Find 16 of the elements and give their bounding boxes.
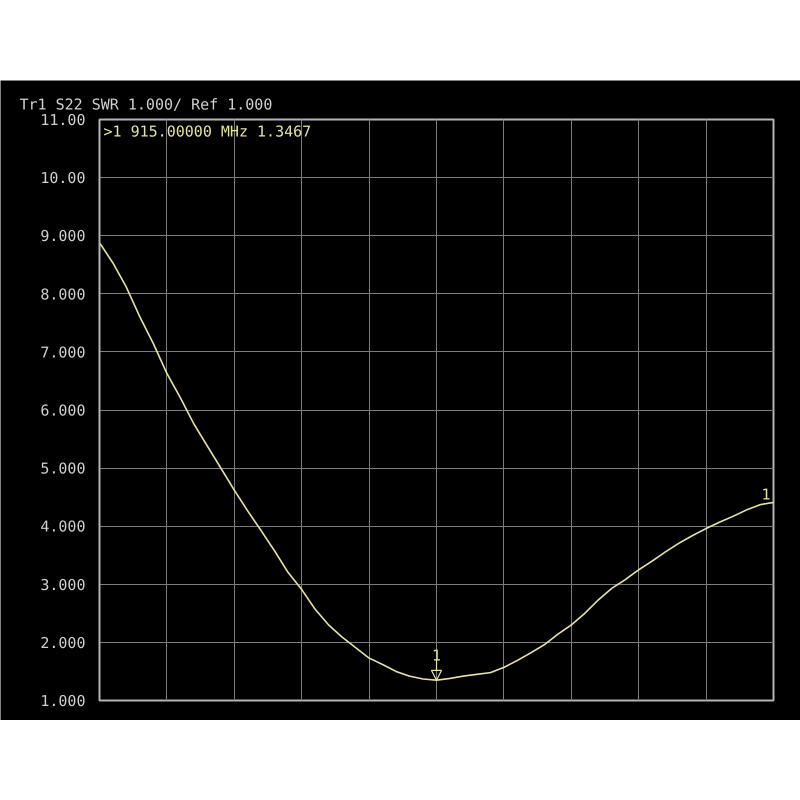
y-tick-label: 5.000 [40,460,86,478]
y-tick-label: 9.000 [40,227,86,246]
chart-title: Tr1 S22 SWR 1.000/ Ref 1.000 [20,96,272,114]
y-tick-label: 3.000 [40,576,86,594]
line-series [100,242,774,681]
y-tick-label: 7.000 [40,343,86,362]
annotation: 1 [432,646,442,664]
y-tick-label: 6.000 [40,402,86,420]
annotation: >1 915.00000 MHz 1.3467 [104,122,312,140]
y-tick-label: 2.000 [40,634,86,652]
y-tick-label: 1.000 [40,692,86,710]
series-label: 1 [761,485,770,504]
y-tick-label: 4.000 [40,518,86,536]
y-tick-label: 10.00 [40,169,86,188]
y-tick-label: 11.00 [40,111,86,129]
y-tick-label: 8.000 [40,285,86,304]
